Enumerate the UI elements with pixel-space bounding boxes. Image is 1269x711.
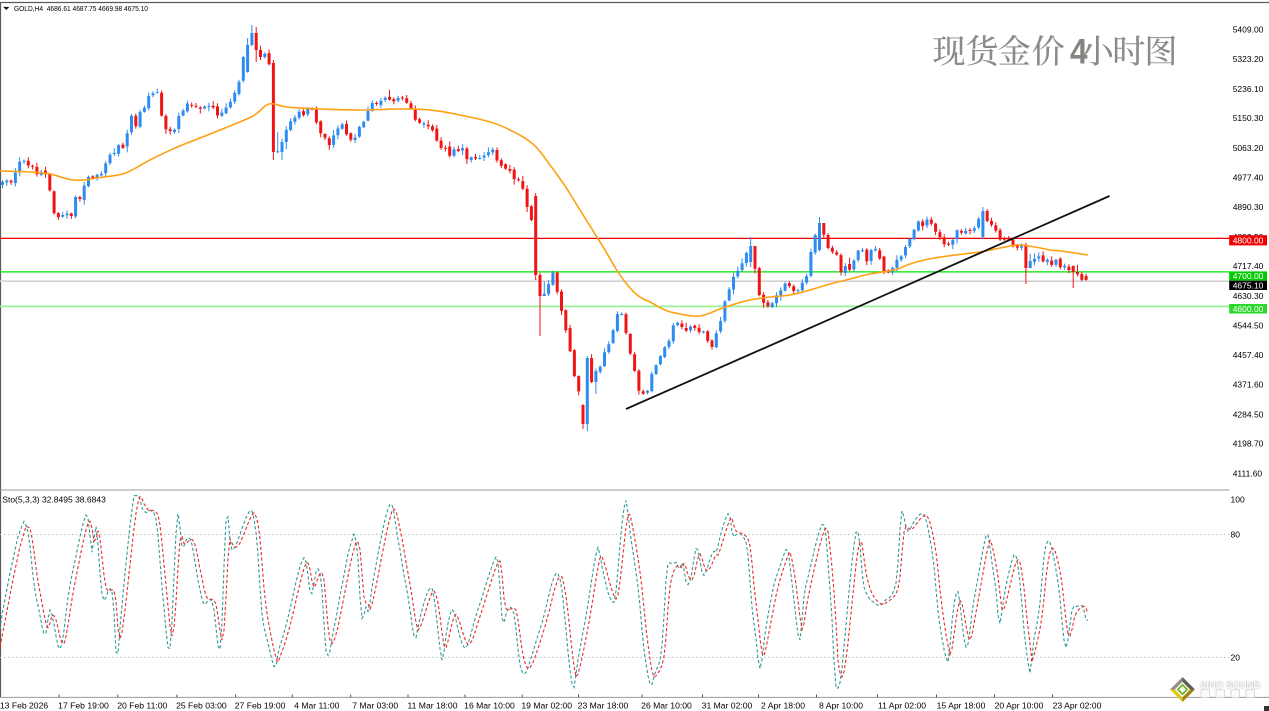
svg-text:SINO SOUND: SINO SOUND: [1200, 679, 1261, 690]
svg-text:4890.30: 4890.30: [1233, 202, 1264, 212]
svg-text:20 Feb 11:00: 20 Feb 11:00: [117, 701, 167, 711]
svg-text:4700.00: 4700.00: [1233, 271, 1264, 281]
svg-text:23 Apr 02:00: 23 Apr 02:00: [1053, 701, 1102, 711]
svg-text:4675.10: 4675.10: [1233, 280, 1264, 290]
svg-text:Sto(5,3,3) 32.8495 38.6843: Sto(5,3,3) 32.8495 38.6843: [2, 495, 106, 505]
svg-text:GOLD,H4 4686.61 4687.75 4669.: GOLD,H4 4686.61 4687.75 4669.98 4675.10: [14, 4, 148, 13]
svg-text:31 Mar 02:00: 31 Mar 02:00: [702, 701, 753, 711]
svg-text:4544.50: 4544.50: [1233, 320, 1264, 330]
svg-text:80: 80: [1231, 530, 1241, 540]
svg-text:15 Apr 18:00: 15 Apr 18:00: [937, 701, 986, 711]
svg-text:4600.00: 4600.00: [1233, 304, 1264, 314]
svg-text:5409.00: 5409.00: [1233, 25, 1264, 35]
svg-text:4284.50: 4284.50: [1233, 409, 1264, 419]
svg-text:26 Mar 10:00: 26 Mar 10:00: [641, 701, 692, 711]
svg-text:4800.00: 4800.00: [1233, 235, 1264, 245]
svg-text:19 Mar 02:00: 19 Mar 02:00: [521, 701, 572, 711]
svg-text:17 Feb 19:00: 17 Feb 19:00: [58, 701, 109, 711]
svg-text:23 Mar 18:00: 23 Mar 18:00: [578, 701, 629, 711]
svg-text:13 Feb 2026: 13 Feb 2026: [0, 701, 48, 711]
svg-text:20 Apr 10:00: 20 Apr 10:00: [995, 701, 1044, 711]
svg-text:8 Apr 10:00: 8 Apr 10:00: [819, 701, 863, 711]
svg-text:5323.20: 5323.20: [1233, 54, 1264, 64]
svg-text:4198.70: 4198.70: [1233, 439, 1264, 449]
svg-text:11 Mar 18:00: 11 Mar 18:00: [407, 701, 457, 711]
svg-text:5150.30: 5150.30: [1233, 113, 1264, 123]
svg-text:4 Mar 11:00: 4 Mar 11:00: [294, 701, 339, 711]
svg-text:7 Mar 03:00: 7 Mar 03:00: [352, 701, 398, 711]
svg-text:2 Apr 18:00: 2 Apr 18:00: [761, 701, 805, 711]
svg-text:4457.40: 4457.40: [1233, 350, 1264, 360]
svg-text:4371.60: 4371.60: [1233, 380, 1264, 390]
svg-text:4630.30: 4630.30: [1233, 291, 1264, 301]
svg-text:5063.20: 5063.20: [1233, 143, 1264, 153]
svg-text:4: 4: [1070, 33, 1088, 72]
svg-text:4111.60: 4111.60: [1233, 468, 1263, 478]
svg-text:5236.10: 5236.10: [1233, 84, 1264, 94]
svg-text:20: 20: [1231, 653, 1241, 663]
svg-text:27 Feb 19:00: 27 Feb 19:00: [235, 701, 286, 711]
svg-text:4977.40: 4977.40: [1233, 172, 1264, 182]
svg-text:100: 100: [1231, 494, 1245, 504]
svg-text:SINO SOUND: SINO SOUND: [1200, 679, 1261, 690]
svg-text:11 Apr 02:00: 11 Apr 02:00: [878, 701, 926, 711]
svg-text:4717.40: 4717.40: [1233, 261, 1264, 271]
svg-text:16 Mar 10:00: 16 Mar 10:00: [464, 701, 515, 711]
svg-text:25 Feb 03:00: 25 Feb 03:00: [176, 701, 227, 711]
